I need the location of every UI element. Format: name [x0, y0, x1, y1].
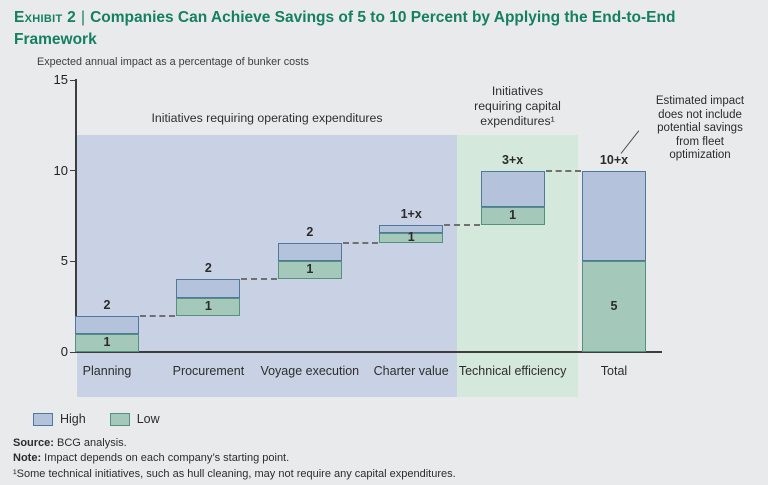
y-axis-tick — [70, 351, 75, 353]
bar-low-technical-efficiency — [480, 206, 545, 226]
bar-total-label-voyage-execution: 2 — [306, 225, 314, 240]
legend-low-swatch — [109, 412, 130, 426]
bar-low-label-charter-value: 1 — [407, 230, 415, 245]
opex-region-label: Initiatives requiring operating expendit… — [151, 111, 383, 125]
legend-high-swatch — [33, 412, 53, 426]
y-axis-tick-label: 0 — [60, 344, 68, 359]
capex-region-label: Initiatives requiring capital expenditur… — [474, 84, 561, 128]
category-label-charter-value: Charter value — [373, 364, 449, 378]
title-separator: | — [81, 9, 86, 26]
y-axis-line — [75, 79, 77, 352]
bar-low-charter-value — [379, 233, 444, 244]
bar-total-label-charter-value: 1+x — [400, 207, 422, 222]
footnote-line: ¹Some technical initiatives, such as hul… — [13, 467, 456, 480]
category-label-planning: Planning — [82, 364, 132, 378]
connector-dashed-1 — [241, 278, 277, 281]
source-text: BCG analysis. — [57, 437, 127, 449]
bar-low-label-voyage-execution: 1 — [306, 262, 314, 277]
y-axis-tick-label: 5 — [60, 253, 68, 269]
exhibit-title: Exhibit 2 | Companies Can Achieve Savings … — [14, 7, 742, 50]
bar-high-technical-efficiency — [480, 170, 545, 207]
bar-total-label-total: 10+x — [599, 152, 629, 167]
bar-low-voyage-execution — [277, 261, 342, 280]
bar-low-label-total: 5 — [610, 298, 618, 313]
bar-low-total — [582, 261, 646, 352]
y-axis-tick-label: 15 — [53, 72, 68, 87]
bar-low-procurement — [176, 297, 241, 316]
bar-high-procurement — [176, 279, 241, 298]
bar-total-label-technical-efficiency: 3+x — [501, 152, 524, 167]
bar-low-label-technical-efficiency: 1 — [509, 208, 517, 222]
fleet-optimization-annotation: Estimated impact does not include potent… — [655, 95, 745, 162]
exhibit-label: Exhibit 2 — [14, 9, 77, 26]
bar-high-planning — [75, 315, 139, 334]
x-axis-line — [75, 351, 662, 353]
note-line: Note: Impact depends on each company’s s… — [13, 451, 753, 466]
opex-region-background — [77, 135, 457, 397]
connector-dashed-0 — [140, 314, 176, 317]
footer: Source: BCG analysis. Note: Impact depen… — [13, 436, 753, 482]
legend-high-label: High — [60, 412, 86, 426]
bar-high-voyage-execution — [277, 243, 342, 262]
connector-dashed-4 — [545, 169, 581, 172]
bar-low-planning — [75, 333, 139, 352]
category-label-total: Total — [600, 364, 628, 378]
category-label-voyage-execution: Voyage execution — [260, 364, 360, 378]
connector-dashed-3 — [444, 224, 480, 227]
title-text: Companies Can Achieve Savings of 5 to 10… — [14, 9, 676, 48]
bar-total-label-planning: 2 — [103, 297, 111, 312]
legend-low-label: Low — [136, 412, 160, 426]
bar-high-charter-value — [379, 225, 444, 234]
note-text: Impact depends on each company’s startin… — [44, 452, 290, 465]
y-axis-tick — [70, 260, 75, 262]
y-axis-tick — [70, 79, 75, 81]
source-line: Source: BCG analysis. — [13, 436, 753, 451]
note-label: Note: — [13, 452, 42, 465]
category-label-procurement: Procurement — [172, 364, 245, 378]
bar-low-label-procurement: 1 — [204, 298, 212, 313]
bar-high-total — [582, 170, 646, 262]
bar-total-label-procurement: 2 — [204, 261, 212, 276]
y-axis-tick-label: 10 — [53, 162, 68, 178]
chart-subtitle: Expected annual impact as a percentage o… — [37, 56, 309, 68]
connector-dashed-2 — [342, 242, 379, 245]
legend: High Low — [33, 412, 184, 426]
source-label: Source: — [13, 437, 54, 449]
category-label-technical-efficiency: Technical efficiency — [458, 364, 567, 378]
bar-low-label-planning: 1 — [103, 334, 111, 349]
y-axis-tick — [70, 170, 75, 172]
